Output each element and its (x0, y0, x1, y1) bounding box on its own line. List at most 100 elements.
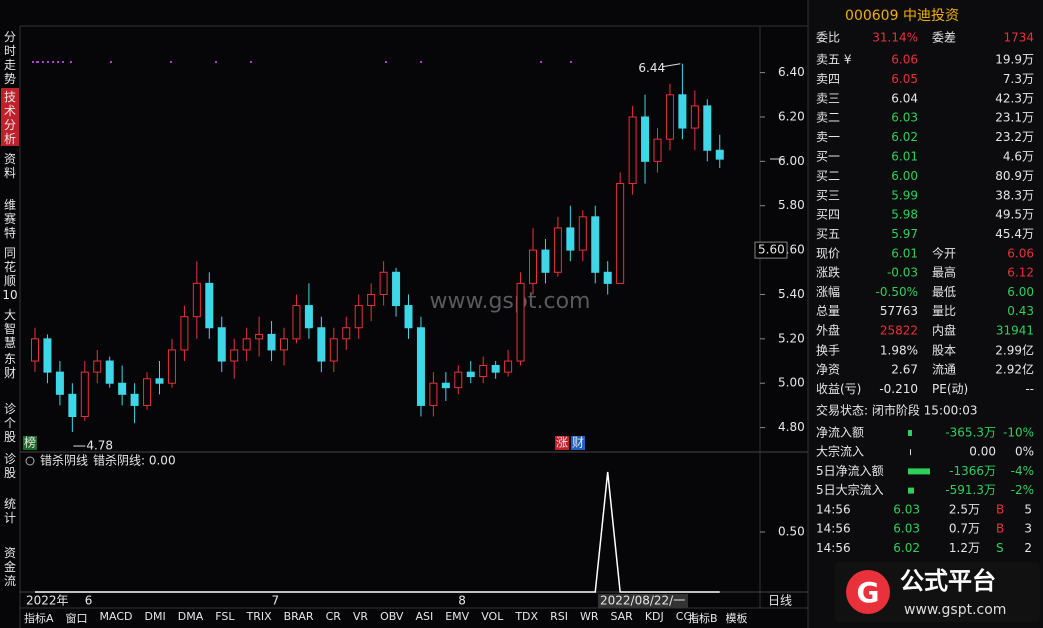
candle-body (504, 360, 513, 373)
candle-body (255, 333, 264, 340)
quote-cell: 2.67 (891, 363, 918, 377)
indicator-tab[interactable]: VOL (481, 610, 504, 623)
indicator-tab[interactable]: MACD (99, 610, 133, 623)
cursor-date-box (598, 594, 688, 608)
indicator-tab[interactable]: EMV (445, 610, 470, 623)
indicator-tab[interactable]: RSI (550, 610, 568, 623)
side-tab[interactable]: 技术分析 (4, 90, 16, 146)
quote-cell: 0.00 (969, 445, 996, 459)
high-label: 6.44 (638, 61, 665, 75)
candle-body (192, 282, 201, 318)
candle-body (665, 94, 674, 140)
quote-cell: 45.4万 (995, 227, 1034, 241)
marker-bg (23, 436, 37, 450)
x-tick-label: 8 (458, 594, 466, 608)
side-tab[interactable]: 大智慧 (4, 308, 16, 350)
side-tab[interactable]: 诊个股 (4, 402, 16, 444)
quote-cell: 6.02 (891, 130, 918, 144)
quote-cell: 49.5万 (995, 208, 1034, 222)
indicator-tab[interactable]: FSL (215, 610, 235, 623)
indicator-tab[interactable]: WR (579, 610, 599, 623)
candle-body (616, 183, 625, 284)
side-tab[interactable]: 维赛特 (4, 198, 16, 240)
dot (57, 61, 59, 63)
quote-cell: B (996, 522, 1004, 536)
indicator-tab[interactable]: CR (325, 610, 341, 623)
indicator-tab[interactable]: SAR (610, 610, 633, 623)
quote-cell: 6.12 (1007, 266, 1034, 280)
side-tab[interactable]: 同花顺 10 (2, 246, 17, 302)
candle-body (379, 271, 388, 295)
indicator-tab[interactable]: CCI (675, 610, 695, 623)
quote-cell: 14:56 (816, 541, 851, 555)
quote-cell: -2% (1011, 483, 1034, 497)
y-tick-label: 4.80 (778, 420, 805, 434)
candle-body (541, 249, 550, 273)
side-tab[interactable]: 资金流 (4, 546, 16, 588)
quote-cell: 6.02 (893, 541, 920, 555)
side-tab[interactable]: 资料 (4, 152, 16, 180)
candle-body (180, 316, 189, 351)
candle-body (416, 327, 425, 406)
watermark: www.gspt.com (430, 289, 591, 314)
indicator-tab[interactable]: 模板 (725, 612, 748, 625)
quote-cell: 6.06 (891, 53, 918, 67)
indicator-tab[interactable]: VR (352, 610, 369, 623)
cursor-price-box (754, 241, 788, 259)
indicator-tab[interactable]: 窗口 (65, 612, 88, 625)
dot (250, 61, 252, 63)
dot (36, 61, 38, 63)
quote-cell: 2 (1024, 541, 1032, 555)
quote-cell: 买二 (816, 169, 840, 183)
quote-cell: 6.06 (1007, 247, 1034, 261)
dot (32, 61, 34, 63)
indicator-tab[interactable]: DMA (177, 610, 204, 623)
quote-cell: 6.03 (893, 503, 920, 517)
quote-cell: 0% (1015, 445, 1034, 459)
indicator-tab[interactable]: DMI (144, 610, 166, 623)
indicator-tab[interactable]: BRAR (283, 610, 314, 623)
quote-cell: 6.01 (891, 150, 918, 164)
indicator-tab[interactable]: TDX (515, 610, 539, 623)
x-tick-label: 2022年 (26, 594, 69, 608)
logo-g: G (857, 576, 880, 609)
marker: 榜 (24, 435, 36, 450)
indicator-tab[interactable]: 指标B (688, 612, 718, 625)
candle-body (703, 105, 712, 151)
quote-cell: -0.50% (876, 285, 918, 299)
candle-body (529, 249, 537, 284)
indicator-title: 错杀阴线 (40, 453, 88, 468)
indicator-tab[interactable]: KDJ (644, 610, 664, 623)
trade-status: 交易状态: 闭市阶段 15:00:03 (816, 403, 978, 418)
quote-cell: 42.3万 (995, 91, 1034, 105)
candle-body (205, 282, 214, 329)
candle-body (242, 338, 251, 351)
quote-cell: 6.00 (891, 169, 918, 183)
candle-body (578, 216, 587, 251)
quote-cell: 净资 (816, 363, 840, 377)
quote-cell: 最低 (932, 285, 956, 299)
side-tab[interactable]: 分时走势 (4, 30, 16, 86)
indicator-tab[interactable]: ASI (415, 610, 434, 623)
indicator-tab[interactable]: TRIX (246, 610, 272, 623)
indicator-tab[interactable]: OBV (380, 610, 404, 623)
dot (420, 61, 422, 63)
side-tab[interactable]: 东财 (4, 352, 16, 380)
candle-body (479, 364, 488, 378)
quote-cell: 6.04 (891, 91, 918, 105)
candle-body (155, 378, 164, 384)
quote-cell: 买四 (816, 208, 840, 222)
quote-cell: B (996, 503, 1004, 517)
quote-cell: 14:56 (816, 503, 851, 517)
y-tick-label: 5.00 (778, 376, 805, 390)
side-tab[interactable]: 诊股 (4, 452, 16, 480)
quote-cell: 38.3万 (995, 188, 1034, 202)
marker-bg (571, 436, 585, 450)
side-tab[interactable]: 统计 (4, 497, 16, 525)
y-tick-label: 0.50 (778, 525, 805, 539)
low-label: 4.78 (86, 439, 113, 453)
candle-body (454, 371, 463, 389)
indicator-tab[interactable]: 指标A (24, 612, 54, 625)
quote-cell: 委比 (816, 31, 840, 45)
quote-cell: 5.98 (891, 208, 918, 222)
